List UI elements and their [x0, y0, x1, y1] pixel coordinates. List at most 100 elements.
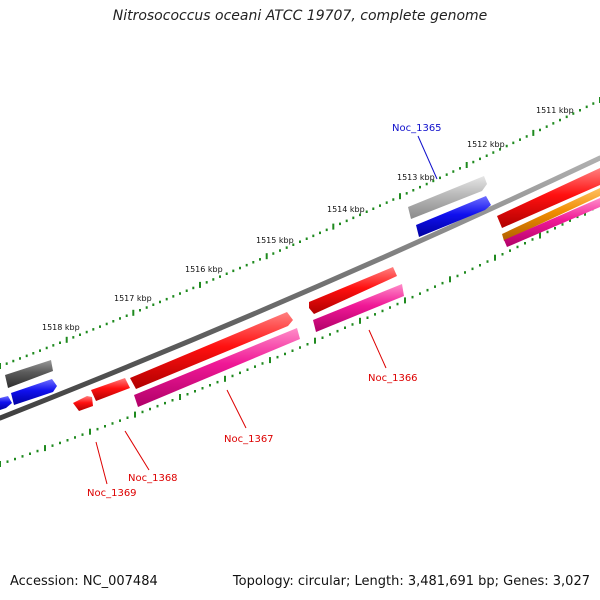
map-title: Nitrosococcus oceani ATCC 19707, complet… [112, 8, 488, 24]
inner-ring-major-tick [539, 232, 541, 239]
outer-ring-minor-tick [412, 189, 415, 192]
outer-ring-minor-tick [459, 167, 461, 170]
gene-feature-blue-left[interactable] [11, 379, 57, 405]
outer-ring-minor-tick [5, 362, 8, 365]
kbp-label-1517: 1517 kbp [114, 294, 152, 303]
inner-ring-minor-tick [554, 227, 556, 230]
inner-ring-minor-tick [246, 368, 249, 371]
gene-features [0, 168, 600, 411]
outer-ring-minor-tick [359, 213, 361, 217]
inner-ring-minor-tick [59, 441, 61, 445]
outer-ring-major-tick [532, 129, 535, 136]
outer-ring-minor-tick [379, 204, 381, 207]
gene-feature-noc-1367[interactable] [134, 328, 300, 407]
inner-ring-minor-tick [119, 419, 121, 422]
inner-ring-minor-tick [569, 219, 571, 222]
outer-ring-minor-tick [292, 243, 295, 246]
gene-feature-noc-1368[interactable] [91, 378, 130, 401]
inner-ring-major-tick [494, 254, 496, 261]
inner-ring-minor-tick [6, 460, 9, 463]
outer-ring-minor-tick [372, 207, 375, 210]
gene-feature-noc-1369[interactable] [73, 396, 93, 411]
outer-ring-minor-tick [25, 354, 28, 358]
inner-ring-minor-tick [194, 390, 196, 393]
outer-ring-minor-tick [445, 173, 448, 176]
outer-ring-minor-tick [432, 179, 435, 183]
gene-feature-noc-1365[interactable] [408, 176, 487, 219]
inner-ring-minor-tick [171, 399, 174, 402]
inner-ring-minor-tick [411, 295, 414, 299]
inner-ring-minor-tick [381, 309, 384, 313]
outer-ring-minor-tick [525, 135, 528, 138]
inner-ring-minor-tick [501, 253, 504, 256]
outer-ring-minor-tick [305, 237, 308, 240]
kbp-label-1514: 1514 kbp [327, 205, 365, 214]
inner-ring-major-tick [449, 276, 451, 283]
leader-noc-1369 [95, 441, 108, 485]
gene-feature-blue-edge[interactable] [0, 396, 12, 410]
outer-ring-minor-tick [185, 289, 188, 292]
outer-ring-minor-tick [139, 309, 141, 312]
genome-summary-text: Topology: circular; Length: 3,481,691 bp… [232, 574, 590, 589]
outer-ring-minor-tick [59, 341, 61, 344]
outer-ring-minor-tick [439, 176, 441, 180]
outer-ring-minor-tick [179, 292, 181, 295]
gene-feature-noc-1366[interactable] [313, 284, 404, 332]
inner-ring-minor-tick [111, 422, 114, 425]
gene-feature-magenta-right[interactable] [504, 198, 600, 247]
outer-ring-minor-tick [39, 349, 41, 352]
outer-ring-major-tick [199, 281, 201, 288]
inner-ring-minor-tick [36, 449, 39, 453]
outer-ring-minor-tick [592, 102, 595, 105]
kbp-label-1513: 1513 kbp [397, 173, 435, 182]
outer-ring-minor-tick [505, 144, 508, 148]
gene-feature-darkgray-left[interactable] [5, 360, 53, 388]
inner-ring-minor-tick [156, 404, 159, 408]
outer-ring-minor-tick [365, 210, 368, 213]
gene-feature-red-right[interactable] [497, 168, 600, 228]
outer-ring-minor-tick [252, 261, 255, 264]
outer-ring-minor-tick [232, 269, 235, 273]
outer-ring-minor-tick [205, 281, 208, 284]
outer-ring-minor-tick [72, 336, 75, 339]
inner-ring-minor-tick [276, 355, 279, 359]
outer-ring-minor-tick [319, 231, 321, 235]
outer-ring-minor-tick [585, 105, 588, 109]
outer-ring-minor-tick [279, 249, 281, 252]
outer-ring-minor-tick [239, 266, 241, 270]
inner-ring-major-tick [359, 317, 361, 324]
outer-ring-minor-tick [219, 275, 221, 278]
outer-ring-minor-tick [159, 300, 161, 304]
outer-ring-minor-tick [519, 138, 521, 141]
inner-ring-minor-tick [141, 410, 144, 414]
outer-ring-minor-tick [79, 333, 81, 336]
outer-ring-major-tick [132, 309, 135, 316]
outer-ring-minor-tick [579, 109, 581, 112]
gene-feature-blue-right[interactable] [416, 196, 491, 237]
outer-ring-minor-tick [552, 122, 555, 125]
gene-feature-orange-right[interactable] [502, 188, 600, 241]
outer-ring-minor-tick [52, 344, 55, 347]
inner-ring-minor-tick [291, 349, 294, 352]
outer-ring-minor-tick [32, 352, 35, 355]
outer-ring-minor-tick [325, 228, 328, 232]
gene-labels: Noc_1365 Noc_1366 Noc_1367 Noc_1368 Noc_… [87, 123, 442, 499]
outer-ring-minor-tick [565, 115, 568, 119]
inner-ring-minor-tick [14, 457, 16, 461]
inner-ring-minor-tick [299, 346, 301, 349]
inner-ring-major-tick [179, 394, 181, 400]
outer-ring-minor-tick [492, 151, 495, 154]
outer-ring-minor-tick [192, 286, 195, 290]
inner-ring-minor-tick [471, 267, 474, 271]
gene-feature-red-long[interactable] [130, 312, 293, 389]
leader-noc-1367 [226, 389, 247, 429]
inner-ring-minor-tick [284, 352, 286, 356]
gene-label-noc-1367: Noc_1367 [224, 434, 274, 445]
inner-ring-minor-tick [464, 271, 466, 274]
inner-ring-minor-tick [531, 238, 534, 241]
outer-ring-minor-tick [425, 182, 428, 186]
inner-ring-minor-tick [239, 371, 241, 375]
inner-ring-minor-tick [509, 249, 511, 252]
gene-feature-red-mid[interactable] [309, 267, 397, 314]
